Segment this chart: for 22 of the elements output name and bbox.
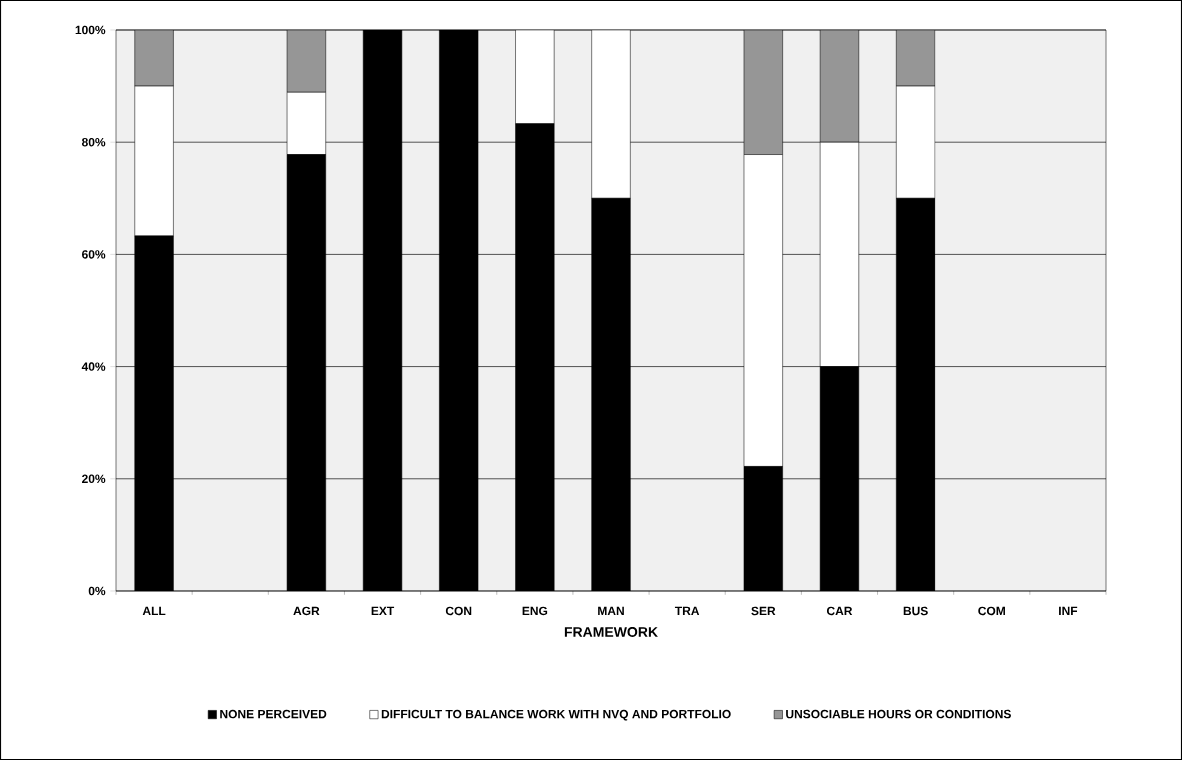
x-tick-label: COM <box>978 606 1005 616</box>
x-tick-label: ENG <box>522 606 548 616</box>
x-axis-title: FRAMEWORK <box>564 627 658 637</box>
legend-label: NONE PERCEIVED <box>220 709 327 719</box>
y-tick-label: 0% <box>88 586 106 596</box>
x-tick-label: BUS <box>903 606 928 616</box>
x-tick-label: SER <box>751 606 776 616</box>
y-tick-label: 80% <box>81 137 106 147</box>
x-tick-label: ALL <box>142 606 166 615</box>
y-tick-label: 20% <box>82 474 106 484</box>
y-tick-label: 60% <box>82 250 106 259</box>
x-tick-label: CON <box>445 606 472 616</box>
legend-label: UNSOCIABLE HOURS OR CONDITIONS <box>786 709 1011 719</box>
x-tick-label: TRA <box>674 606 700 615</box>
y-tick-label: 100% <box>75 25 106 35</box>
x-tick-label: AGR <box>293 606 320 616</box>
legend-label: DIFFICULT TO BALANCE WORK WITH NVQ AND PORTFOLIO <box>381 709 731 721</box>
x-tick-label: MAN <box>598 606 624 615</box>
x-tick-label: CAR <box>826 606 853 616</box>
x-tick-label: INF <box>1059 606 1078 615</box>
x-tick-label: EXT <box>371 606 395 615</box>
y-tick-label: 40% <box>81 362 106 371</box>
